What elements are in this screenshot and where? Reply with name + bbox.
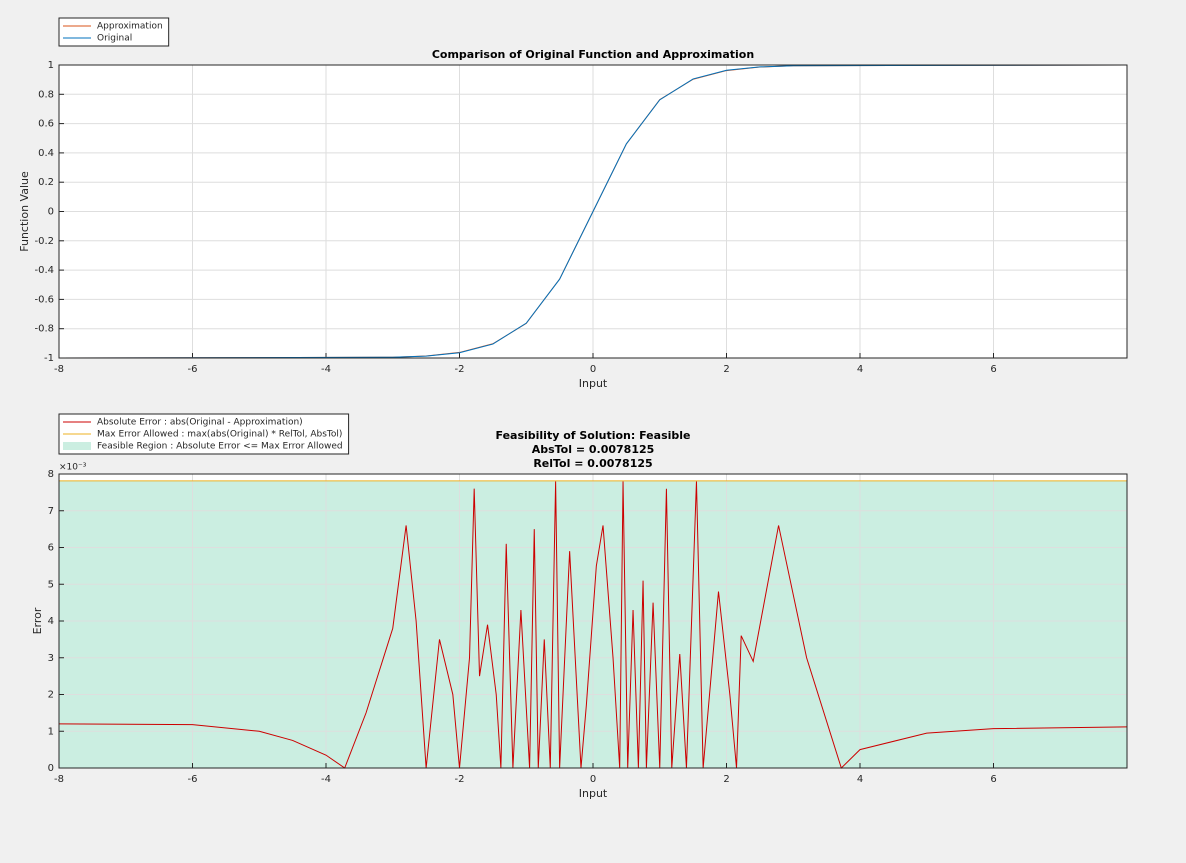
y-tick-label: -0.4 [34, 265, 54, 276]
legend-label: Absolute Error : abs(Original - Approxim… [97, 418, 303, 428]
x-tick-label: 0 [590, 364, 596, 375]
y-tick-label: 0 [48, 207, 54, 218]
y-exponent: ×10⁻³ [59, 463, 87, 473]
y-tick-label: -0.6 [34, 294, 54, 305]
legend: Absolute Error : abs(Original - Approxim… [58, 413, 350, 455]
y-tick-label: 2 [48, 690, 54, 701]
y-tick-label: 5 [48, 579, 54, 590]
y-axis-label: Error [31, 607, 44, 634]
x-tick-label: 6 [990, 774, 996, 785]
chart-title: Comparison of Original Function and Appr… [432, 48, 754, 61]
legend-label: Feasible Region : Absolute Error <= Max … [97, 442, 343, 452]
legend-box [58, 17, 170, 47]
y-tick-label: 1 [48, 726, 54, 737]
x-tick-label: -6 [188, 774, 198, 785]
axes-box [58, 473, 1128, 769]
x-tick-label: -8 [54, 774, 64, 785]
legend-label: Approximation [97, 22, 163, 32]
x-tick-label: -6 [188, 364, 198, 375]
series-line [58, 64, 1128, 359]
x-tick-label: -2 [455, 364, 465, 375]
y-tick-label: 1 [48, 60, 54, 71]
x-tick-label: 4 [857, 774, 863, 785]
x-tick-label: 0 [590, 774, 596, 785]
x-tick-label: 2 [723, 774, 729, 785]
y-tick-label: 7 [48, 506, 54, 517]
legend-label: Max Error Allowed : max(abs(Original) * … [97, 430, 342, 440]
x-axis-label: Input [579, 787, 608, 800]
x-tick-label: -4 [321, 364, 331, 375]
y-tick-label: 0 [48, 763, 54, 774]
legend-swatch [63, 442, 91, 450]
y-tick-label: 0.4 [38, 148, 54, 159]
y-tick-label: 0.2 [38, 177, 54, 188]
legend: Approximation Original [58, 17, 170, 47]
chart-title: Feasibility of Solution: Feasible [496, 429, 691, 442]
x-tick-label: -2 [455, 774, 465, 785]
axes-box [58, 64, 1128, 359]
y-tick-label: -0.8 [34, 324, 54, 335]
chart-subtitle: AbsTol = 0.0078125 [532, 443, 655, 456]
x-tick-label: -4 [321, 774, 331, 785]
x-axis-label: Input [579, 377, 608, 390]
y-tick-label: 3 [48, 653, 54, 664]
x-tick-label: 2 [723, 364, 729, 375]
y-tick-label: 8 [48, 469, 54, 480]
legend-box [58, 413, 350, 455]
x-tick-label: 6 [990, 364, 996, 375]
y-tick-label: 0.8 [38, 89, 54, 100]
chart-subtitle: RelTol = 0.0078125 [533, 457, 652, 470]
y-tick-label: -0.2 [34, 236, 54, 247]
legend-label: Original [97, 34, 132, 44]
y-tick-label: 0.6 [38, 119, 54, 130]
x-tick-label: -8 [54, 364, 64, 375]
y-tick-label: 6 [48, 543, 54, 554]
y-tick-label: 4 [48, 616, 54, 627]
y-tick-label: -1 [44, 353, 54, 364]
x-tick-label: 4 [857, 364, 863, 375]
y-axis-label: Function Value [18, 171, 31, 252]
